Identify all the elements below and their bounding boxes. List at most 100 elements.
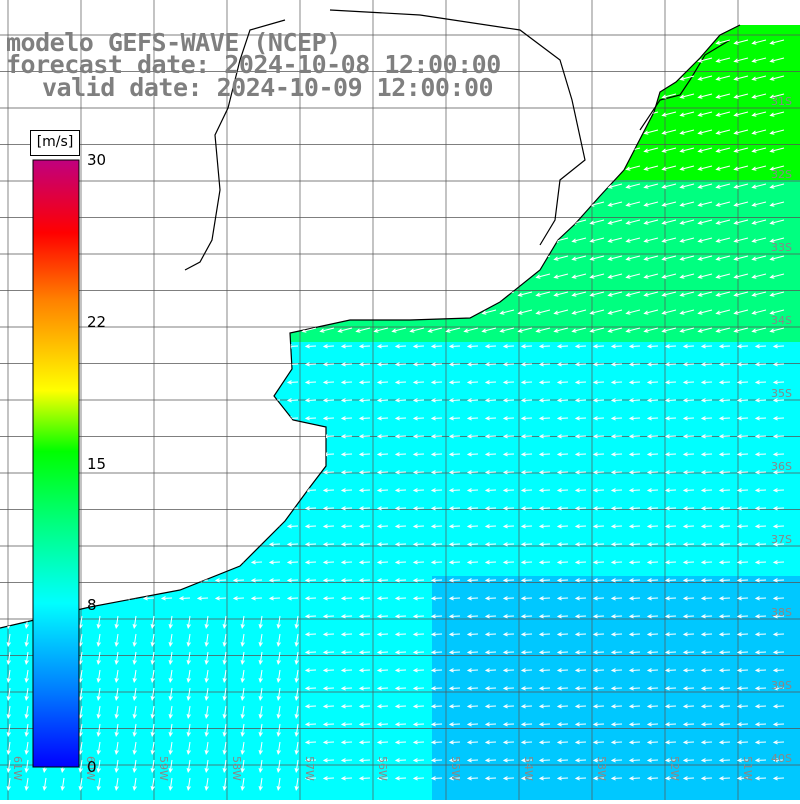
speed-cell [342, 252, 361, 271]
wind-arrow [646, 758, 659, 763]
wind-arrow [430, 578, 443, 583]
speed-cell [522, 162, 541, 181]
speed-cell [378, 126, 397, 145]
wind-arrow [700, 344, 713, 349]
wind-arrow [394, 614, 407, 619]
speed-cell [522, 306, 541, 325]
wind-arrow [553, 111, 569, 117]
wind-arrow [13, 237, 29, 243]
wind-arrow [754, 398, 767, 403]
wind-arrow [340, 506, 353, 511]
wind-arrow [643, 291, 659, 297]
wind-arrow [754, 776, 767, 781]
speed-cell [756, 126, 775, 145]
speed-cell [18, 90, 37, 109]
speed-cell [630, 306, 649, 325]
speed-cell [594, 270, 613, 289]
wind-arrow [535, 111, 551, 117]
wind-arrow [664, 452, 677, 457]
wind-arrow [103, 273, 119, 279]
speed-cell [612, 162, 631, 181]
speed-cell [0, 576, 19, 595]
wind-arrow [718, 560, 731, 565]
speed-cell [648, 198, 667, 217]
wind-arrow [502, 470, 515, 475]
wind-arrow [589, 237, 605, 243]
wind-arrow [664, 704, 677, 709]
speed-cell [522, 180, 541, 199]
speed-cell [504, 36, 523, 55]
wind-arrow [520, 740, 533, 745]
wind-arrow [592, 596, 605, 601]
speed-cell [288, 126, 307, 145]
speed-cell [252, 432, 271, 451]
speed-cell [738, 234, 757, 253]
wind-arrow [607, 219, 623, 225]
wind-arrow [769, 93, 785, 99]
wind-arrow [283, 111, 299, 117]
wind-arrow [664, 524, 677, 529]
speed-cell [396, 270, 415, 289]
speed-cell [540, 792, 559, 800]
speed-cell [0, 234, 19, 253]
speed-cell [234, 504, 253, 523]
speed-cell [162, 0, 181, 19]
speed-cell [558, 162, 577, 181]
wind-arrow [6, 687, 11, 702]
speed-cell [486, 234, 505, 253]
wind-arrow [589, 273, 605, 279]
speed-cell [720, 252, 739, 271]
wind-arrow [16, 470, 29, 475]
wind-arrow [160, 452, 173, 457]
wind-arrow [610, 362, 623, 367]
wind-arrow [628, 650, 641, 655]
speed-cell [306, 450, 325, 469]
speed-cell [198, 234, 217, 253]
wind-arrow [286, 560, 299, 565]
speed-cell [414, 25, 433, 37]
speed-cell [540, 0, 559, 19]
speed-cell [738, 90, 757, 109]
wind-arrow [754, 416, 767, 421]
speed-cell [756, 36, 775, 55]
wind-arrow [412, 578, 425, 583]
speed-cell [198, 180, 217, 199]
wind-arrow [502, 776, 515, 781]
speed-cell [324, 180, 343, 199]
speed-cell [576, 324, 595, 343]
wind-arrow [340, 452, 353, 457]
wind-arrow [571, 183, 587, 189]
wind-arrow [538, 758, 551, 763]
speed-cell [162, 162, 181, 181]
wind-arrow [502, 524, 515, 529]
wind-arrow [754, 596, 767, 601]
wind-arrow [466, 434, 479, 439]
speed-cell [756, 198, 775, 217]
speed-cell [342, 216, 361, 235]
speed-cell [504, 306, 523, 325]
wind-arrow [222, 651, 227, 666]
wind-arrow [484, 668, 497, 673]
wind-arrow [697, 327, 713, 333]
wind-arrow [376, 740, 389, 745]
wind-arrow [319, 255, 335, 261]
speed-cell [180, 126, 199, 145]
wind-arrow [502, 686, 515, 691]
wind-arrow [150, 615, 155, 630]
wind-arrow [114, 777, 119, 792]
wind-arrow [538, 488, 551, 493]
wind-arrow [96, 777, 101, 792]
speed-cell [450, 108, 469, 127]
wind-arrow [592, 524, 605, 529]
wind-arrow [211, 327, 227, 333]
speed-cell [108, 162, 127, 181]
wind-arrow [304, 452, 317, 457]
wind-arrow [682, 542, 695, 547]
wind-arrow [139, 201, 155, 207]
wind-arrow [103, 111, 119, 117]
speed-cell [702, 252, 721, 271]
wind-arrow [214, 452, 227, 457]
wind-arrow [448, 470, 461, 475]
speed-cell [594, 144, 613, 163]
wind-arrow [193, 129, 209, 135]
